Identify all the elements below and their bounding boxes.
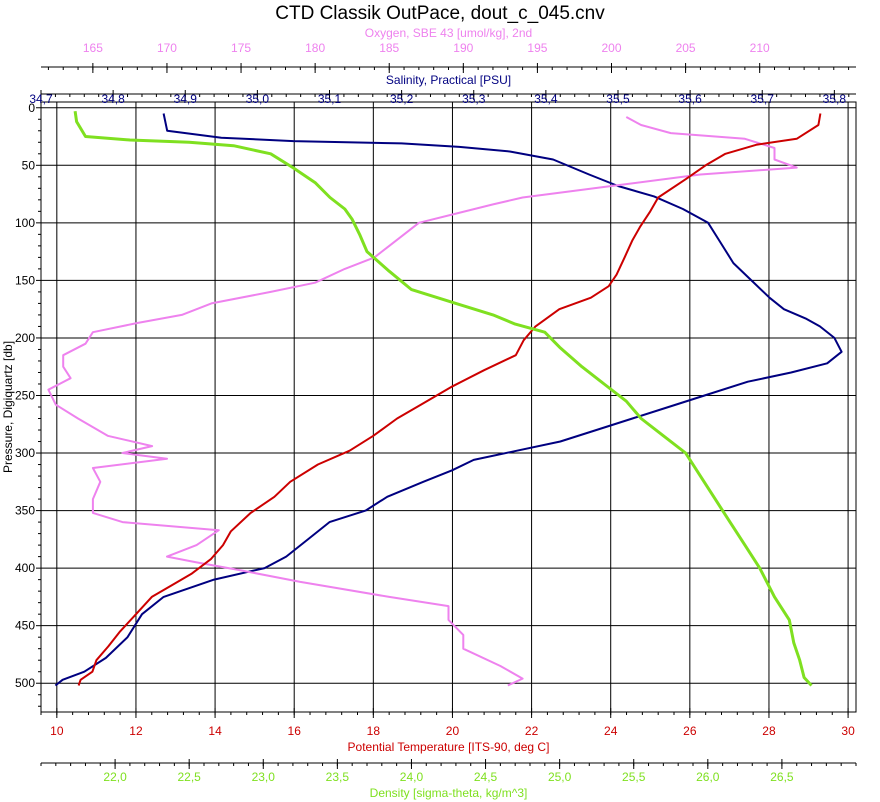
density-tick-label: 24,5 xyxy=(474,770,498,784)
density-tick-label: 24,0 xyxy=(400,770,424,784)
salinity-tick-label: 34,9 xyxy=(174,92,198,106)
salinity-tick-label: 35,5 xyxy=(606,92,630,106)
salinity-profile-line xyxy=(54,113,843,687)
temperature-tick-label: 26 xyxy=(683,724,697,738)
temperature-tick-label: 12 xyxy=(129,724,143,738)
density-tick-label: 25,0 xyxy=(548,770,572,784)
temperature-tick-label: 10 xyxy=(50,724,64,738)
density-profile-line xyxy=(73,110,813,687)
salinity-tick-label: 35,8 xyxy=(823,92,847,106)
temperature-tick-label: 14 xyxy=(208,724,222,738)
y-tick-label: 50 xyxy=(22,158,36,172)
axes-layer: 0 50 100 150 200 250 300 350 400 450 500 Pressure, … xyxy=(1,26,857,800)
density-tick-label: 25,5 xyxy=(622,770,646,784)
temperature-tick-label: 28 xyxy=(762,724,776,738)
temperature-axis-label: Potential Temperature [ITS-90, deg C] xyxy=(348,740,550,754)
oxygen-tick-label: 170 xyxy=(157,41,177,55)
salinity-tick-label: 35,4 xyxy=(534,92,558,106)
density-tick-label: 26,5 xyxy=(770,770,794,784)
oxygen-tick-label: 165 xyxy=(83,41,103,55)
y-tick-label: 350 xyxy=(15,504,35,518)
salinity-tick-label: 35,0 xyxy=(246,92,270,106)
density-tick-label: 23,5 xyxy=(326,770,350,784)
oxygen-profile-line xyxy=(47,116,798,687)
oxygen-tick-label: 205 xyxy=(676,41,696,55)
chart-title: CTD Classik OutPace, dout_c_045.cnv xyxy=(275,3,605,24)
temperature-tick-label: 16 xyxy=(288,724,302,738)
oxygen-tick-label: 195 xyxy=(527,41,547,55)
density-tick-label: 23,0 xyxy=(252,770,276,784)
salinity-tick-label: 35,3 xyxy=(462,92,486,106)
density-tick-label: 22,0 xyxy=(103,770,127,784)
salinity-axis-label: Salinity, Practical [PSU] xyxy=(386,73,511,87)
density-axis-label: Density [sigma-theta, kg/m^3] xyxy=(370,786,528,800)
y-tick-label: 450 xyxy=(15,619,35,633)
y-tick-label: 150 xyxy=(15,273,35,287)
y-tick-label: 300 xyxy=(15,446,35,460)
density-tick-label: 22,5 xyxy=(178,770,202,784)
temperature-profile-line xyxy=(77,113,822,686)
y-axis-label: Pressure, Digiquartz [db] xyxy=(1,341,15,473)
salinity-tick-label: 34,8 xyxy=(101,92,125,106)
density-tick-label: 26,0 xyxy=(696,770,720,784)
salinity-tick-label: 35,2 xyxy=(390,92,414,106)
y-tick-label: 400 xyxy=(15,561,35,575)
y-tick-label: 200 xyxy=(15,331,35,345)
temperature-tick-label: 18 xyxy=(367,724,381,738)
salinity-tick-label: 35,1 xyxy=(318,92,342,106)
salinity-tick-label: 34,7 xyxy=(29,92,53,106)
oxygen-axis-label: Oxygen, SBE 43 [umol/kg], 2nd xyxy=(365,26,532,40)
y-tick-label: 100 xyxy=(15,216,35,230)
oxygen-tick-label: 210 xyxy=(750,41,770,55)
oxygen-tick-label: 190 xyxy=(453,41,473,55)
y-tick-label: 0 xyxy=(28,101,35,115)
temperature-tick-label: 20 xyxy=(446,724,460,738)
oxygen-tick-label: 200 xyxy=(601,41,621,55)
y-tick-label: 500 xyxy=(15,676,35,690)
grid xyxy=(40,101,857,713)
y-tick-label: 250 xyxy=(15,388,35,402)
temperature-tick-label: 24 xyxy=(604,724,618,738)
oxygen-tick-label: 175 xyxy=(231,41,251,55)
temperature-tick-label: 22 xyxy=(525,724,539,738)
oxygen-tick-label: 180 xyxy=(305,41,325,55)
series-layer xyxy=(47,110,843,687)
temperature-tick-label: 30 xyxy=(841,724,855,738)
salinity-tick-label: 35,7 xyxy=(751,92,775,106)
oxygen-tick-label: 185 xyxy=(379,41,399,55)
salinity-tick-label: 35,6 xyxy=(678,92,702,106)
